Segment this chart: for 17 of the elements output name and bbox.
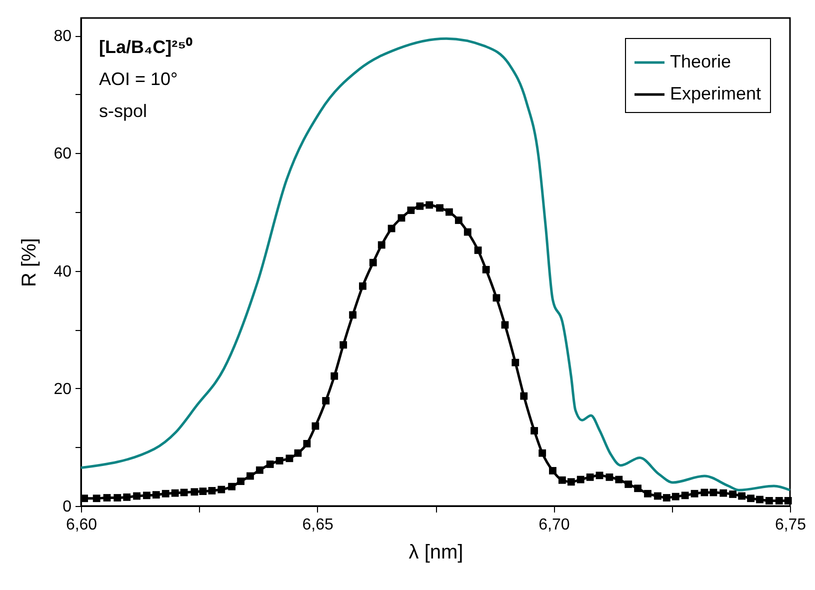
legend-label: Theorie xyxy=(670,52,732,72)
legend-label: Experiment xyxy=(670,84,762,104)
y-axis-title: R [%] xyxy=(18,238,41,287)
y-tick-label: 80 xyxy=(54,28,72,46)
x-tick-label: 6,70 xyxy=(538,516,570,534)
x-tick-label: 6,65 xyxy=(302,516,334,534)
y-tick-label: 40 xyxy=(54,263,72,280)
annotation: AOI = 10° xyxy=(99,69,178,89)
x-axis-title: λ [nm] xyxy=(408,542,464,564)
y-tick-label: 60 xyxy=(54,146,72,163)
y-tick-label: 0 xyxy=(62,498,72,516)
y-tick-label: 20 xyxy=(54,380,72,398)
annotation: [La/B₄C]²⁵⁰ xyxy=(99,37,194,57)
x-tick-label: 6,60 xyxy=(66,516,98,534)
annotation: s-spol xyxy=(99,101,148,121)
line-series xyxy=(80,37,792,492)
x-tick-label: 6,75 xyxy=(774,516,806,534)
